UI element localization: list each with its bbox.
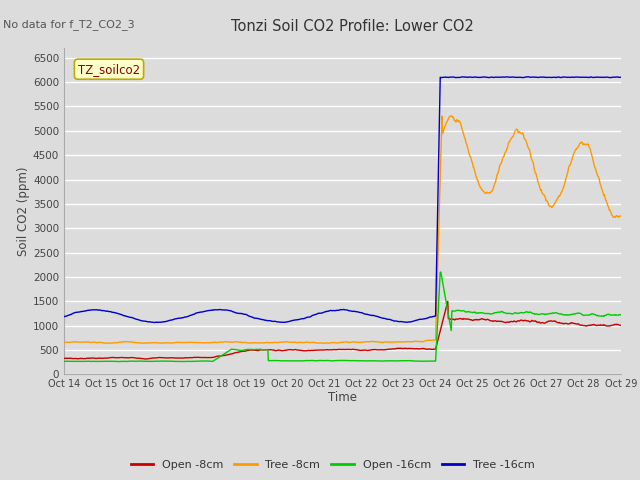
Text: Tonzi Soil CO2 Profile: Lower CO2: Tonzi Soil CO2 Profile: Lower CO2	[230, 19, 474, 34]
X-axis label: Time: Time	[328, 391, 357, 404]
Text: TZ_soilco2: TZ_soilco2	[78, 63, 140, 76]
Y-axis label: Soil CO2 (ppm): Soil CO2 (ppm)	[17, 167, 30, 256]
Legend: Open -8cm, Tree -8cm, Open -16cm, Tree -16cm: Open -8cm, Tree -8cm, Open -16cm, Tree -…	[126, 456, 540, 474]
Text: No data for f_T2_CO2_3: No data for f_T2_CO2_3	[3, 19, 135, 30]
